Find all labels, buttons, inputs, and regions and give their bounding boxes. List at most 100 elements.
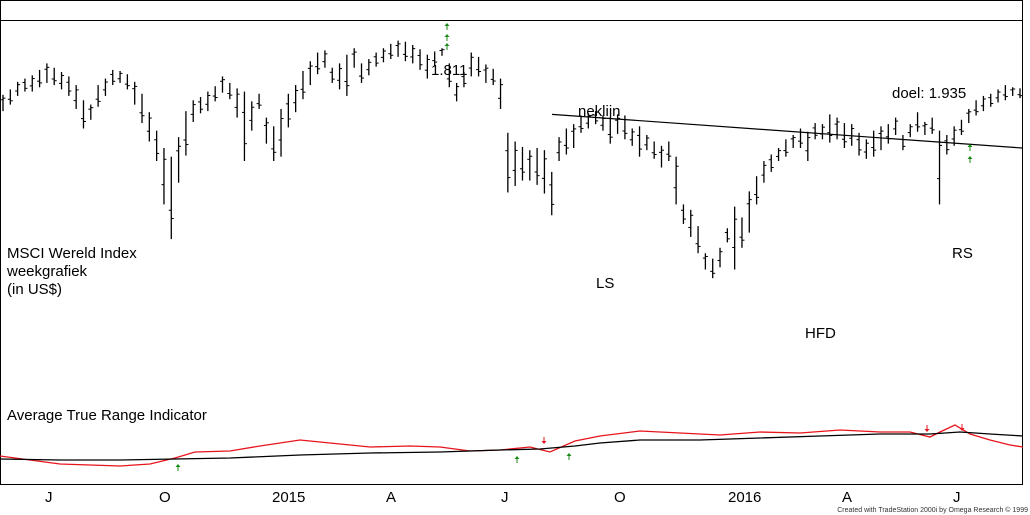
price-bar bbox=[893, 117, 899, 135]
price-bar bbox=[285, 93, 291, 128]
price-bar bbox=[395, 40, 401, 57]
price-bar bbox=[95, 85, 101, 107]
price-bar bbox=[585, 113, 591, 129]
atr-indicator-lines bbox=[0, 424, 1024, 467]
price-bar bbox=[871, 130, 877, 157]
price-bar bbox=[615, 114, 621, 134]
up-arrow-icon bbox=[514, 456, 520, 463]
left-shoulder-label: LS bbox=[596, 275, 614, 292]
price-bar bbox=[666, 141, 672, 162]
price-bar bbox=[66, 76, 72, 96]
price-bar bbox=[783, 139, 789, 157]
price-bar bbox=[483, 64, 489, 83]
price-bar bbox=[761, 161, 767, 183]
price-bar bbox=[234, 88, 240, 118]
price-bar bbox=[51, 67, 57, 86]
price-bar bbox=[922, 121, 928, 135]
price-bar bbox=[139, 93, 145, 124]
price-bar bbox=[146, 112, 152, 142]
price-bar bbox=[212, 86, 218, 102]
price-bar bbox=[322, 50, 328, 68]
x-tick-label: A bbox=[386, 489, 396, 506]
price-bar bbox=[673, 156, 679, 205]
price-bar bbox=[37, 69, 43, 88]
price-bar bbox=[790, 134, 796, 148]
up-arrow-icon bbox=[566, 453, 572, 460]
price-bar bbox=[205, 91, 211, 112]
price-bar bbox=[541, 150, 547, 194]
price-bar bbox=[380, 48, 386, 63]
price-bar bbox=[812, 123, 818, 140]
price-bar bbox=[571, 124, 577, 148]
price-bar bbox=[315, 52, 321, 75]
down-arrow-icon bbox=[541, 437, 547, 444]
price-bar bbox=[337, 63, 343, 90]
price-bar bbox=[432, 51, 438, 66]
price-bar bbox=[768, 154, 774, 172]
price-bar bbox=[724, 228, 730, 243]
price-bar bbox=[988, 93, 994, 107]
neckline-line bbox=[551, 113, 1023, 149]
atr-average-line bbox=[0, 431, 1024, 461]
price-bar bbox=[132, 81, 138, 105]
price-bar bbox=[249, 101, 255, 131]
price-bar bbox=[22, 78, 28, 92]
price-bar bbox=[476, 56, 482, 77]
price-bar bbox=[505, 132, 511, 193]
price-bar bbox=[59, 72, 65, 90]
price-bar bbox=[263, 117, 269, 144]
price-bar bbox=[973, 100, 979, 116]
price-bar bbox=[563, 128, 569, 155]
price-bar bbox=[1002, 85, 1008, 101]
price-bar bbox=[359, 63, 365, 83]
x-tick-label: 2016 bbox=[728, 489, 761, 506]
price-bar bbox=[739, 217, 745, 248]
price-bar bbox=[980, 95, 986, 112]
price-bar bbox=[190, 100, 196, 122]
price-bar bbox=[527, 150, 533, 181]
up-arrow-icon bbox=[444, 34, 450, 41]
price-bar bbox=[417, 49, 423, 70]
price-bar bbox=[637, 126, 643, 157]
price-bar bbox=[732, 206, 738, 270]
price-bar bbox=[629, 128, 635, 146]
price-bar bbox=[512, 141, 518, 186]
target-label: doel: 1.935 bbox=[892, 85, 966, 102]
price-bar bbox=[183, 111, 189, 156]
chart-title-line-1: MSCI Wereld Index bbox=[7, 245, 137, 262]
price-bar bbox=[490, 68, 496, 86]
price-bar bbox=[468, 52, 474, 77]
x-tick-label: O bbox=[159, 489, 171, 506]
price-bar bbox=[958, 119, 964, 135]
price-bar bbox=[44, 63, 50, 83]
x-tick-label: J bbox=[953, 489, 961, 506]
price-bar bbox=[498, 78, 504, 109]
price-bar bbox=[161, 148, 167, 205]
price-bar bbox=[1017, 88, 1023, 99]
head-label: HFD bbox=[805, 325, 836, 342]
up-arrow-icon bbox=[444, 43, 450, 50]
price-bar bbox=[702, 253, 708, 270]
price-bar bbox=[80, 100, 86, 129]
price-bar bbox=[7, 89, 13, 105]
price-bar bbox=[1010, 87, 1016, 96]
price-bar bbox=[329, 67, 335, 83]
price-bar bbox=[644, 134, 650, 151]
price-bar bbox=[293, 85, 299, 113]
price-bar bbox=[651, 141, 657, 159]
neckline-label: neklijn bbox=[578, 103, 621, 120]
up-arrow-icon bbox=[444, 23, 450, 30]
price-bar bbox=[907, 124, 913, 138]
indicator-title: Average True Range Indicator bbox=[7, 407, 207, 424]
price-bar bbox=[754, 176, 760, 205]
up-arrow-icon bbox=[967, 144, 973, 151]
price-bar bbox=[278, 108, 284, 157]
price-bar bbox=[827, 114, 833, 143]
price-bar bbox=[995, 89, 1001, 103]
price-bar bbox=[776, 148, 782, 162]
price-bar bbox=[929, 117, 935, 134]
price-bar bbox=[944, 134, 950, 155]
price-bar bbox=[366, 59, 372, 76]
x-tick-label: J bbox=[501, 489, 509, 506]
x-tick-label: O bbox=[614, 489, 626, 506]
